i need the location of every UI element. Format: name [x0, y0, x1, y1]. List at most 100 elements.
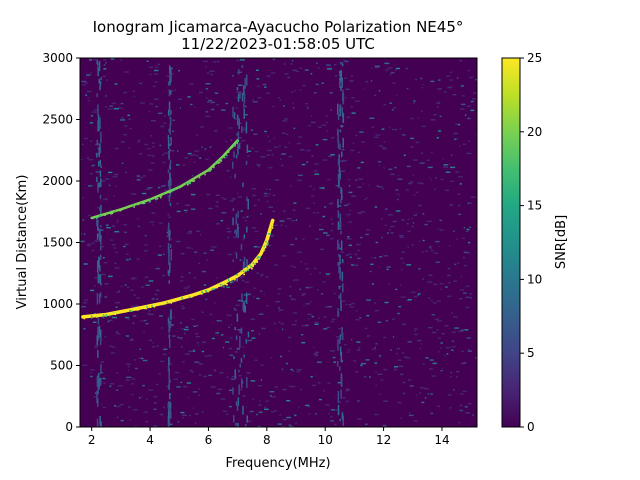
noise-speckle — [451, 340, 455, 342]
noise-speckle — [318, 126, 322, 128]
noise-speckle — [104, 296, 108, 298]
interference-streak — [235, 401, 238, 406]
noise-speckle — [189, 369, 193, 372]
noise-speckle — [459, 183, 462, 185]
noise-speckle — [145, 284, 150, 286]
noise-speckle — [362, 183, 364, 185]
noise-speckle — [330, 229, 333, 232]
noise-speckle — [203, 375, 208, 378]
noise-speckle — [193, 349, 195, 351]
noise-speckle — [240, 122, 242, 124]
noise-speckle — [373, 302, 377, 304]
interference-streak — [168, 185, 171, 190]
interference-streak — [339, 346, 342, 356]
noise-speckle — [138, 225, 140, 228]
noise-speckle — [441, 333, 445, 335]
noise-speckle — [413, 102, 415, 104]
noise-speckle — [138, 357, 143, 359]
y-tick-label: 500 — [50, 359, 73, 373]
noise-speckle — [370, 263, 374, 265]
noise-speckle — [120, 419, 124, 422]
interference-streak — [170, 137, 172, 145]
noise-speckle — [356, 341, 361, 343]
noise-speckle — [187, 96, 191, 98]
noise-speckle — [82, 364, 88, 366]
interference-streak — [98, 147, 100, 157]
noise-speckle — [269, 244, 272, 247]
noise-speckle — [282, 255, 287, 257]
echo-speckle — [217, 162, 220, 164]
noise-speckle — [257, 425, 261, 427]
interference-streak — [341, 106, 343, 113]
noise-speckle — [357, 186, 362, 188]
noise-speckle — [109, 385, 112, 387]
noise-speckle — [106, 226, 109, 229]
noise-speckle — [192, 407, 194, 409]
noise-speckle — [397, 198, 399, 201]
echo-speckle — [269, 233, 271, 235]
noise-speckle — [306, 161, 309, 163]
noise-speckle — [308, 225, 311, 227]
noise-speckle — [390, 349, 392, 351]
noise-speckle — [457, 193, 461, 195]
interference-streak — [168, 401, 170, 411]
noise-speckle — [186, 382, 191, 384]
noise-speckle — [319, 398, 322, 401]
noise-layer — [80, 58, 477, 427]
echo-speckle — [194, 294, 197, 296]
noise-speckle — [346, 238, 352, 240]
noise-speckle — [385, 69, 389, 71]
noise-speckle — [95, 152, 101, 155]
noise-speckle — [105, 378, 107, 380]
noise-speckle — [351, 264, 354, 266]
interference-streak — [99, 194, 102, 199]
noise-speckle — [134, 305, 139, 307]
noise-speckle — [88, 159, 94, 161]
noise-speckle — [255, 69, 259, 71]
noise-speckle — [85, 94, 87, 96]
noise-speckle — [436, 329, 439, 331]
echo-speckle — [90, 317, 93, 319]
noise-speckle — [81, 143, 84, 145]
noise-speckle — [236, 348, 240, 350]
noise-speckle — [437, 130, 442, 132]
noise-speckle — [82, 197, 84, 199]
noise-speckle — [251, 147, 254, 150]
noise-speckle — [285, 225, 287, 227]
noise-speckle — [94, 109, 99, 111]
noise-speckle — [431, 375, 437, 377]
noise-speckle — [453, 316, 458, 318]
noise-speckle — [161, 185, 166, 187]
interference-streak — [98, 61, 101, 72]
noise-speckle — [159, 144, 162, 147]
noise-speckle — [315, 354, 318, 357]
noise-speckle — [220, 219, 224, 222]
noise-speckle — [292, 209, 296, 211]
noise-speckle — [415, 213, 417, 215]
noise-speckle — [397, 359, 402, 361]
interference-streak — [168, 322, 170, 333]
interference-streak — [97, 143, 99, 146]
noise-speckle — [353, 360, 357, 362]
noise-speckle — [306, 106, 309, 108]
noise-speckle — [345, 388, 350, 390]
noise-speckle — [369, 270, 372, 273]
noise-speckle — [177, 150, 179, 152]
noise-speckle — [370, 80, 373, 82]
noise-speckle — [365, 233, 369, 236]
noise-speckle — [148, 339, 152, 341]
noise-speckle — [111, 225, 116, 227]
noise-speckle — [456, 77, 459, 79]
noise-speckle — [399, 236, 405, 239]
echo-speckle — [181, 297, 184, 300]
interference-streak — [169, 164, 171, 169]
interference-streak — [246, 377, 248, 388]
noise-speckle — [184, 204, 190, 206]
interference-streak — [238, 384, 240, 395]
noise-speckle — [266, 154, 270, 156]
noise-speckle — [430, 119, 436, 121]
interference-streak — [170, 90, 172, 95]
noise-speckle — [421, 401, 425, 404]
echo-speckle — [267, 235, 269, 238]
